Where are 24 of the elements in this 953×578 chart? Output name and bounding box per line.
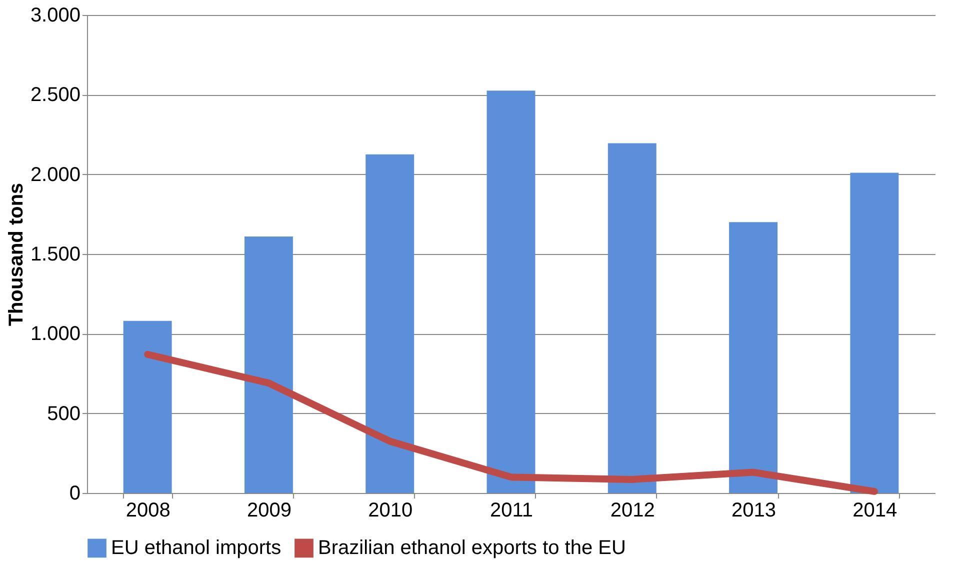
y-tick-label: 500	[47, 402, 80, 425]
bar	[729, 222, 778, 493]
bar	[123, 320, 172, 493]
bar	[486, 90, 536, 493]
x-tick-label: 2010	[368, 500, 413, 522]
x-tick-label: 2012	[610, 500, 655, 522]
legend-label: Brazilian ethanol exports to the EU	[318, 537, 626, 560]
x-tick-label: 2008	[126, 500, 170, 522]
y-tick-label: 3.000	[30, 4, 80, 26]
x-tick-label: 2011	[490, 500, 534, 522]
y-tick-label: 1.000	[30, 323, 80, 346]
x-tick-label: 2014	[852, 500, 898, 522]
bar	[244, 236, 293, 493]
bar	[608, 143, 656, 493]
legend-label: EU ethanol imports	[111, 537, 282, 560]
x-tick-label: 2013	[732, 500, 776, 522]
y-tick-label: 2.500	[30, 84, 80, 106]
y-tick-label: 0	[69, 482, 80, 504]
bar	[850, 172, 899, 493]
y-tick-label: 1.500	[30, 244, 80, 266]
x-tick-label: 2009	[246, 500, 292, 522]
y-axis-title: Thousand tons	[5, 182, 28, 326]
y-tick-label: 2.000	[30, 164, 80, 186]
bar	[366, 154, 414, 493]
